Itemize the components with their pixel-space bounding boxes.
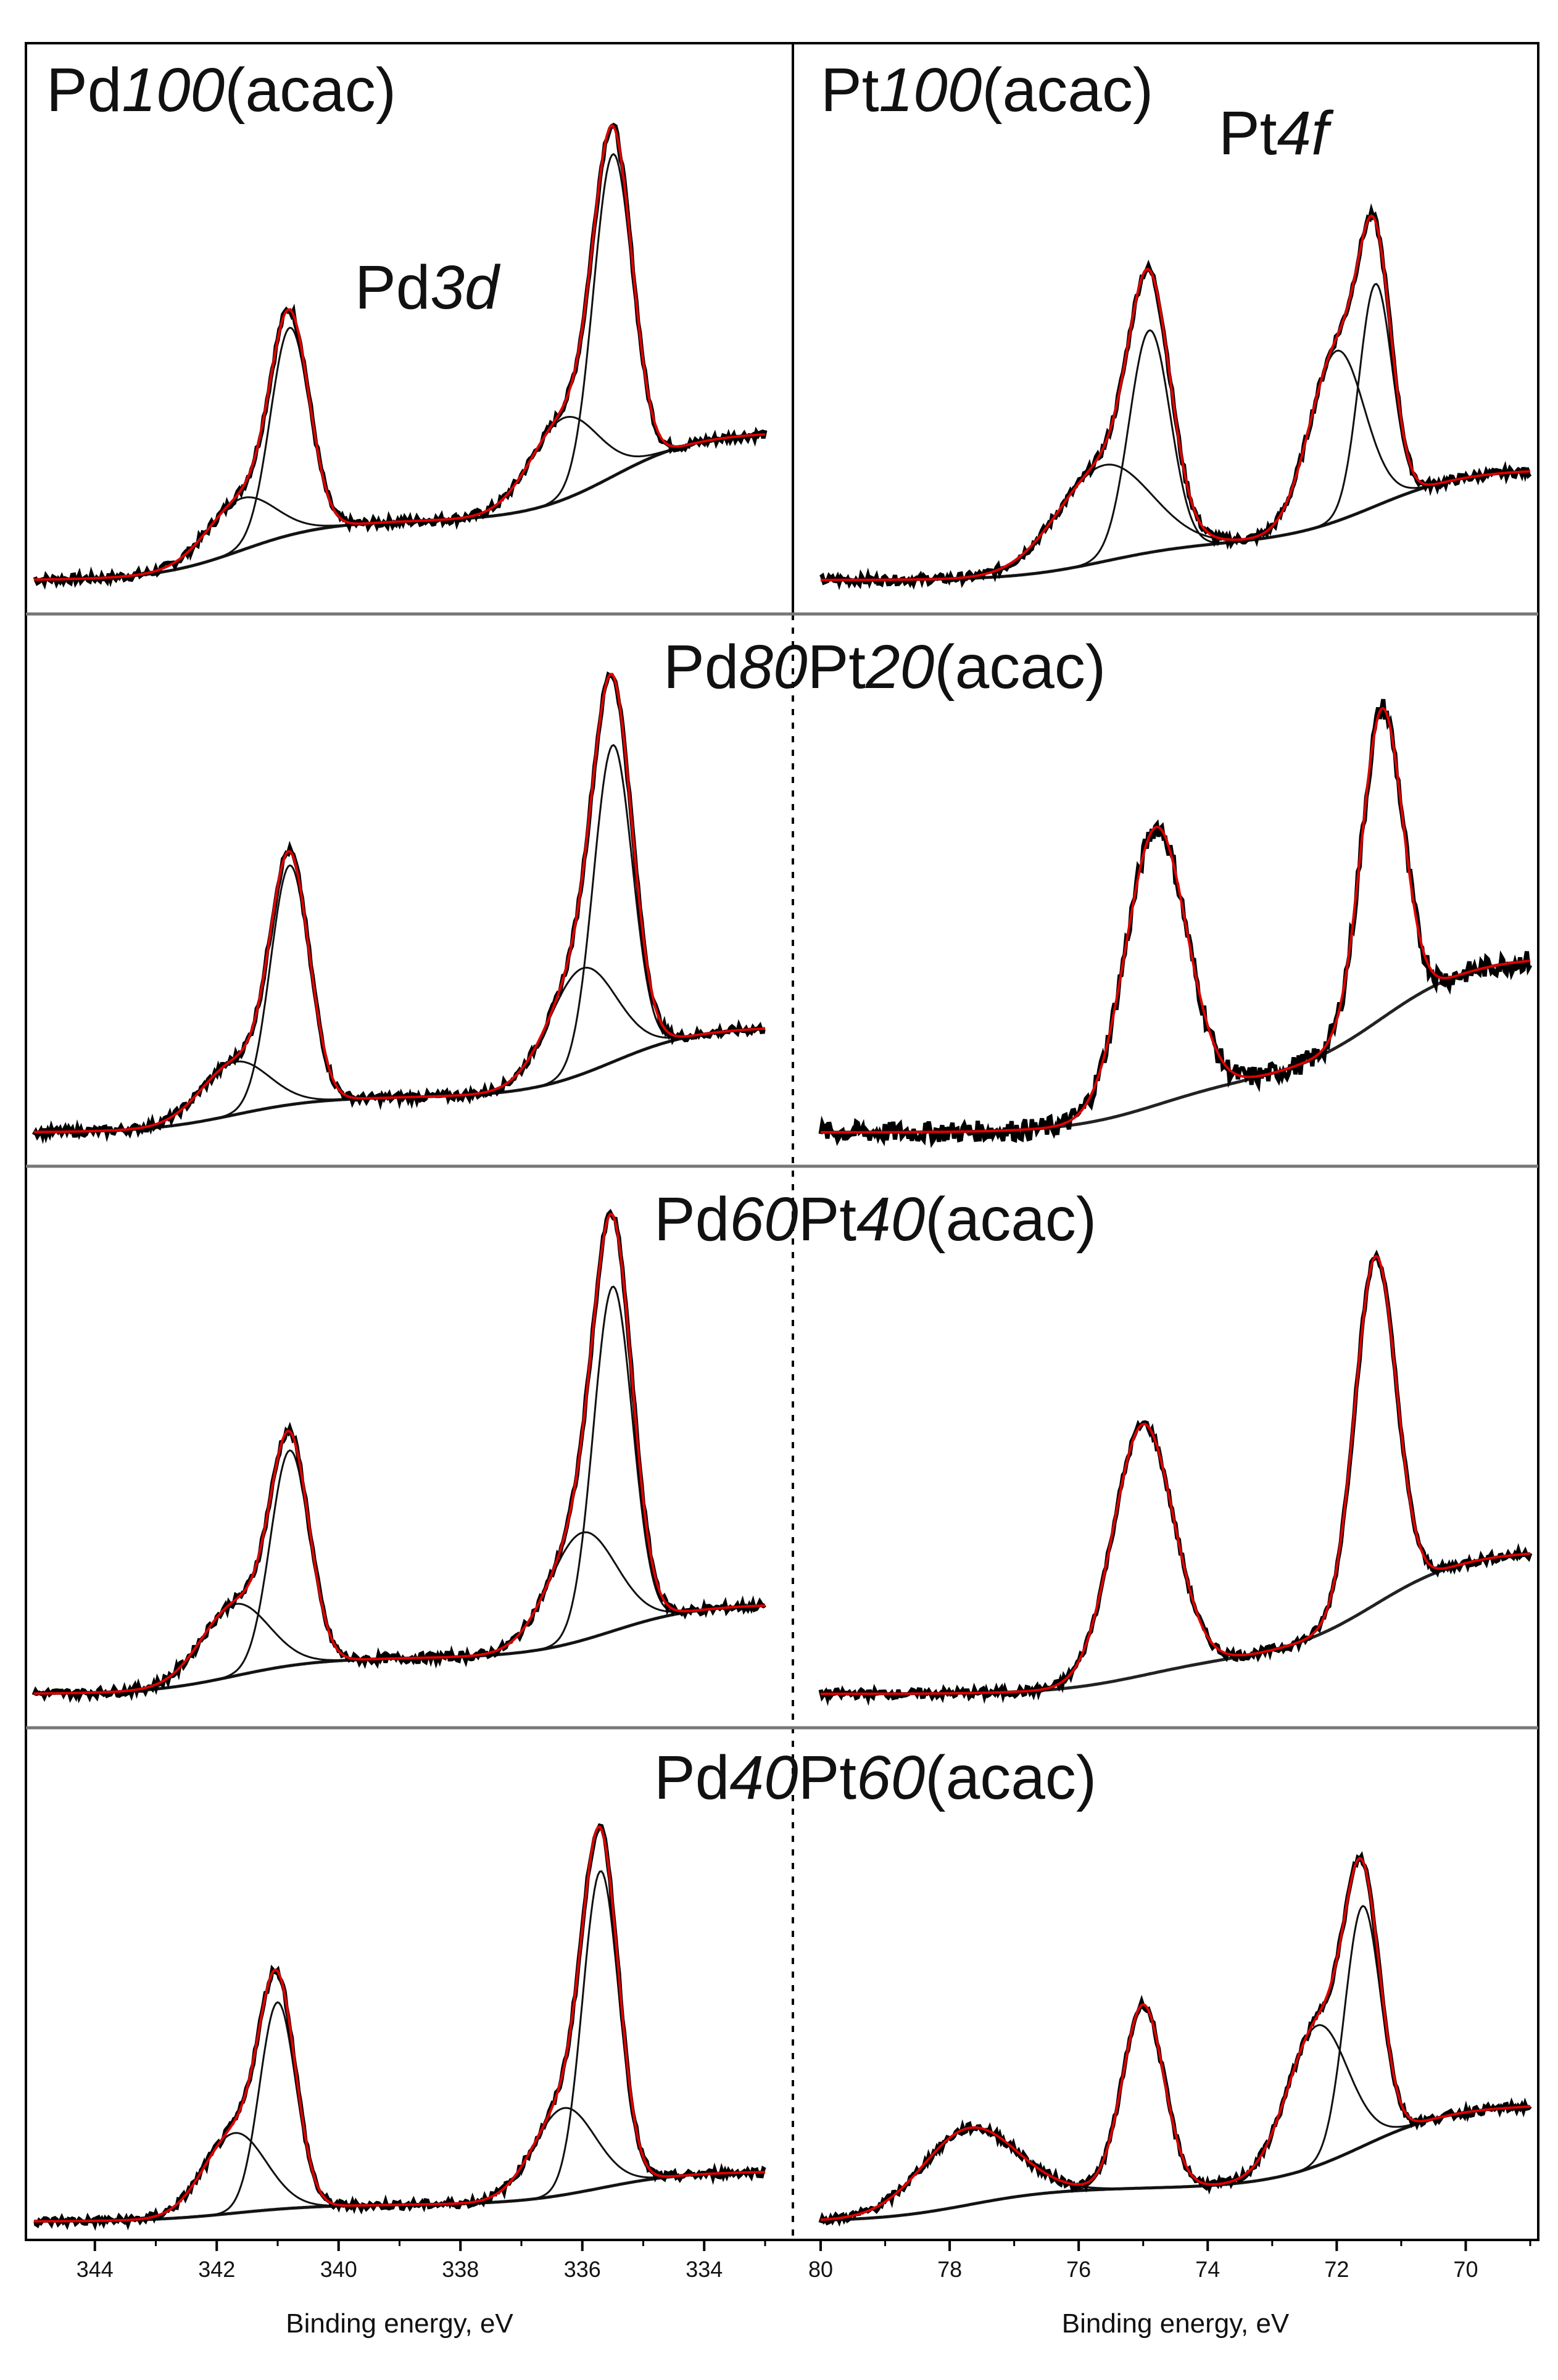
pt-measured-1 (818, 699, 1533, 1148)
pd-x-axis-tick-label: 342 (198, 2257, 235, 2282)
label-pd80pt20: Pd80Pt20(acac) (663, 632, 1106, 702)
pt-x-axis-tick-label: 72 (1324, 2257, 1349, 2282)
pd-fit-1 (34, 673, 766, 1134)
pt-panel-1 (818, 699, 1533, 1148)
pd-measured-2 (31, 1209, 766, 1704)
pt-measured-3 (818, 1851, 1532, 2227)
pd-component-3-2 (33, 1870, 766, 2223)
pd-component-2-2 (34, 1285, 766, 1694)
pd-component-0-1 (33, 433, 766, 581)
pd-x-axis-tick-label: 338 (442, 2257, 479, 2282)
pd-fit-0 (33, 123, 766, 581)
pd-panel-0 (33, 122, 768, 590)
pt-x-axis-title: Binding energy, eV (1062, 2308, 1290, 2339)
pt-background-2 (821, 1552, 1531, 1696)
pd-measured-0 (33, 122, 768, 590)
pt-component-0-0 (821, 329, 1531, 581)
pd-component-1-2 (34, 744, 766, 1133)
pd-x-axis-tick-label: 336 (564, 2257, 601, 2282)
pt-panel-0 (819, 203, 1532, 591)
label-pt100: Pt100(acac) (821, 56, 1153, 125)
outer-frame (25, 42, 1539, 2241)
pd-x-axis-title: Binding energy, eV (286, 2308, 513, 2339)
pt-fit-2 (821, 1254, 1531, 1695)
label-pd100: Pd100(acac) (46, 56, 396, 125)
label-pd60pt40: Pd60Pt40(acac) (654, 1185, 1096, 1254)
pt-x-axis-tick-label: 78 (937, 2257, 962, 2282)
pd-x-axis-tick-label: 334 (686, 2257, 723, 2282)
pt-x-axis-tick-label: 70 (1453, 2257, 1478, 2282)
pd-x-axis-tick-label: 344 (77, 2257, 114, 2282)
pd-panel-3 (33, 1823, 766, 2231)
pt-panel-2 (818, 1250, 1533, 1707)
pd-component-0-3 (33, 415, 766, 581)
pd-measured-1 (31, 671, 766, 1145)
pd-panel-2 (31, 1209, 766, 1704)
spectra-plots (31, 122, 1533, 2231)
pt-x-axis-tick-label: 76 (1066, 2257, 1091, 2282)
pt-component-0-3 (821, 349, 1531, 581)
pt-x-axis-tick-label: 80 (808, 2257, 833, 2282)
x-axes: 344 342 340 338 336 334 Binding energy, eV 80 78… (77, 2240, 1531, 2339)
pd-x-axis: 344 342 340 338 336 334 Binding energy, eV (77, 2240, 766, 2339)
pt-fit-1 (821, 707, 1531, 1134)
pt-component-3-2 (821, 1905, 1531, 2221)
pt-measured-0 (819, 203, 1532, 591)
pt-background-1 (821, 959, 1531, 1134)
pd-panel-1 (31, 671, 766, 1145)
label-pd3d: Pd3d (355, 253, 501, 322)
panel-labels: Pd100(acac) Pt100(acac) Pd80Pt20(acac) Pd60… (46, 56, 1334, 1812)
label-pt4f: Pt4f (1219, 99, 1334, 168)
pt-x-axis: 80 78 76 74 72 70 Binding energy, eV (808, 2240, 1531, 2339)
pt-measured-2 (818, 1250, 1533, 1707)
pd-x-axis-tick-label: 340 (320, 2257, 357, 2282)
pt-x-axis-tick-label: 74 (1195, 2257, 1220, 2282)
pt-fit-0 (821, 214, 1531, 581)
pd-fit-3 (33, 1825, 766, 2223)
label-pd40pt60: Pd40Pt60(acac) (654, 1743, 1096, 1812)
pd-component-3-0 (33, 2001, 766, 2223)
pd-component-2-3 (34, 1531, 766, 1694)
pt-component-0-2 (821, 283, 1531, 581)
figure-frame (25, 42, 1539, 2241)
pd-component-0-2 (33, 152, 766, 581)
pd-background-1 (34, 1027, 766, 1134)
pd-measured-3 (33, 1823, 766, 2231)
pt-panel-3 (818, 1851, 1532, 2227)
pd-fit-2 (34, 1213, 766, 1695)
pt-fit-3 (820, 1857, 1531, 2221)
